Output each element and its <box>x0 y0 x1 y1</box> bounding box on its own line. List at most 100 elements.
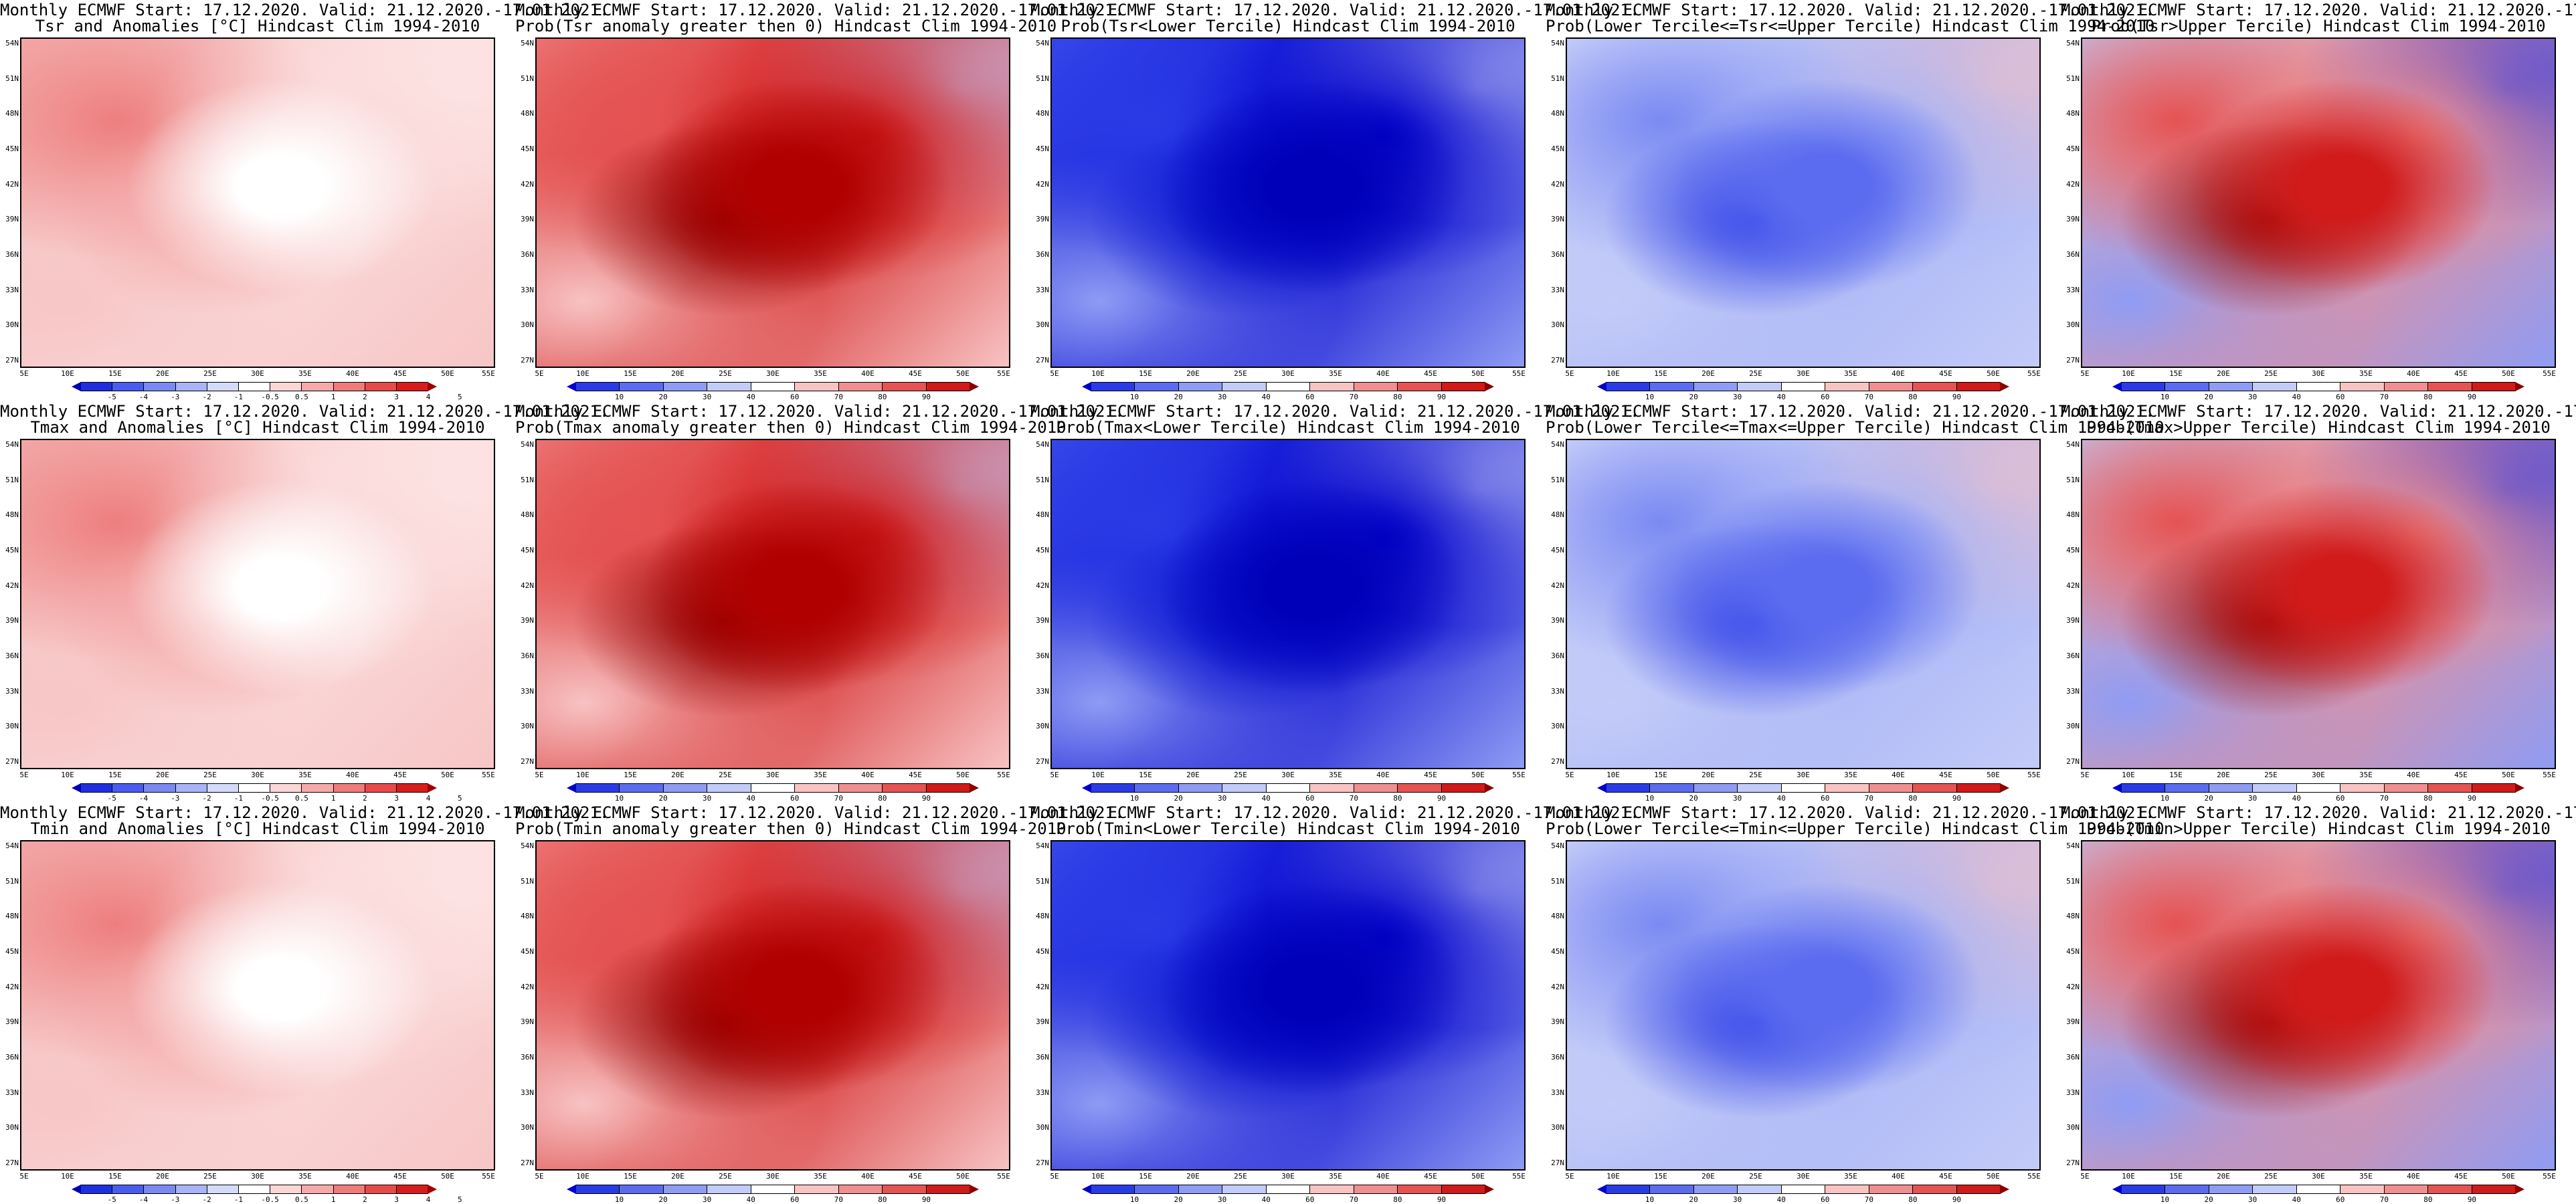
latitude-label: 54N <box>1551 841 1564 850</box>
colorbar-tick-label: 40 <box>1776 794 1786 803</box>
latitude-label: 30N <box>1036 320 1049 330</box>
longitude-label: 10E <box>1091 771 1105 779</box>
colorbar-tick-label: 0.5 <box>294 794 308 803</box>
latitude-label: 27N <box>1551 356 1564 365</box>
latitude-label: 48N <box>1551 912 1564 921</box>
forecast-panel: Monthly ECMWF Start: 17.12.2020. Valid: … <box>0 803 609 1204</box>
longitude-label: 40E <box>346 369 359 378</box>
longitude-label: 55E <box>2027 1172 2041 1181</box>
longitude-label: 20E <box>671 771 684 779</box>
colorbar-tick-label: 70 <box>834 794 843 803</box>
colorbar-tick-label: 3 <box>394 794 399 803</box>
panel-title-forecast-info: Monthly ECMWF Start: 17.12.2020. Valid: … <box>1030 402 1640 421</box>
longitude-label: 50E <box>1987 771 2000 779</box>
colorbar-tick-label: 80 <box>878 794 887 803</box>
colorbar-segment <box>1738 784 1782 792</box>
panel-title-variable: Prob(Tsr<Lower Tercile) Hindcast Clim 19… <box>1061 17 1515 35</box>
colorbar-segment <box>2296 383 2341 391</box>
colorbar-segment <box>576 383 620 391</box>
latitude-label: 42N <box>2066 179 2080 189</box>
colorbar-segment <box>883 1185 927 1193</box>
latitude-label: 39N <box>1551 1017 1564 1027</box>
colorbar-tick-label: 90 <box>921 393 931 401</box>
map-shaded-field <box>1567 39 2039 367</box>
longitude-label: 15E <box>1654 369 1667 378</box>
longitude-label: 45E <box>393 771 407 779</box>
longitude-label: 30E <box>1281 1172 1295 1181</box>
latitude-label: 36N <box>5 1053 19 1062</box>
longitude-label: 20E <box>671 369 684 378</box>
latitude-label: 33N <box>1551 686 1564 696</box>
colorbar-segment <box>1956 784 2000 792</box>
colorbar-segment <box>175 383 207 391</box>
latitude-label: 36N <box>1036 651 1049 660</box>
latitude-label: 33N <box>5 1088 19 1097</box>
latitude-label: 39N <box>5 616 19 625</box>
colorbar-tick-label: 10 <box>1645 794 1655 803</box>
colorbar-segment <box>1825 383 1869 391</box>
longitude-label: 5E <box>1050 369 1059 378</box>
probability-colorbar <box>2112 783 2524 793</box>
latitude-label: 48N <box>521 109 534 118</box>
probability-colorbar <box>1082 783 1494 793</box>
latitude-label: 33N <box>1036 285 1049 294</box>
colorbar-tick-label: 10 <box>2160 794 2170 803</box>
map-shaded-field <box>537 39 1009 367</box>
map-shaded-field <box>21 440 494 768</box>
latitude-label: 33N <box>5 686 19 696</box>
colorbar-tick-label: 30 <box>2248 794 2258 803</box>
panel-title-forecast-info: Monthly ECMWF Start: 17.12.2020. Valid: … <box>1546 1 2155 19</box>
longitude-label: 30E <box>2312 771 2325 779</box>
longitude-label: 5E <box>1565 369 1574 378</box>
longitude-label: 55E <box>2027 369 2041 378</box>
longitude-label: 15E <box>1139 771 1152 779</box>
colorbar-tick-label: 60 <box>790 393 800 401</box>
probability-colorbar <box>567 1185 979 1194</box>
colorbar-tick-label: 40 <box>746 393 755 401</box>
colorbar-segment <box>1091 383 1135 391</box>
colorbar-segment <box>175 1185 207 1193</box>
longitude-label: 30E <box>1281 771 1295 779</box>
forecast-panel: Monthly ECMWF Start: 17.12.2020. Valid: … <box>1546 803 2165 1204</box>
latitude-label: 45N <box>1551 144 1564 153</box>
colorbar-segment <box>1178 784 1223 792</box>
longitude-label: 30E <box>251 1172 264 1181</box>
longitude-label: 40E <box>861 771 875 779</box>
longitude-label: 20E <box>2217 369 2230 378</box>
forecast-panel: Monthly ECMWF Start: 17.12.2020. Valid: … <box>1546 401 2165 803</box>
longitude-label: 50E <box>441 1172 454 1181</box>
colorbar-segment <box>238 383 271 391</box>
colorbar-tick-label: 60 <box>790 794 800 803</box>
colorbar-segment <box>1650 383 1694 391</box>
longitude-label: 40E <box>861 1172 875 1181</box>
latitude-label: 45N <box>1036 144 1049 153</box>
colorbar-segment <box>238 784 271 792</box>
colorbar-tick-label: 90 <box>2467 794 2477 803</box>
longitude-label: 20E <box>1701 369 1715 378</box>
colorbar-segment <box>175 784 207 792</box>
colorbar-tick-label: 80 <box>1393 393 1402 401</box>
panel-title-variable: Prob(Tmin>Upper Tercile) Hindcast Clim 1… <box>2086 819 2551 838</box>
colorbar-tick-label: 60 <box>1305 794 1315 803</box>
colorbar-segment <box>795 784 839 792</box>
colorbar-tick-label: 5 <box>457 1195 462 1204</box>
longitude-label: 20E <box>2217 1172 2230 1181</box>
latitude-label: 45N <box>521 947 534 956</box>
latitude-label: 48N <box>2066 912 2080 921</box>
colorbar-segment <box>207 1185 239 1193</box>
longitude-label: 30E <box>766 1172 779 1181</box>
longitude-label: 10E <box>1091 369 1105 378</box>
latitude-label: 54N <box>2066 440 2080 449</box>
latitude-label: 33N <box>521 285 534 294</box>
colorbar-segment <box>1354 1185 1398 1193</box>
colorbar-tick-label: 20 <box>658 1195 668 1204</box>
colorbar-tick-label: 5 <box>457 393 462 401</box>
longitude-label: 35E <box>1329 1172 1342 1181</box>
longitude-label: 50E <box>956 771 970 779</box>
latitude-label: 30N <box>2066 320 2080 330</box>
panel-title-forecast-info: Monthly ECMWF Start: 17.12.2020. Valid: … <box>515 803 1125 822</box>
colorbar-segment <box>1825 1185 1869 1193</box>
latitude-label: 30N <box>1551 320 1564 330</box>
panel-title-forecast-info: Monthly ECMWF Start: 17.12.2020. Valid: … <box>1030 803 1640 822</box>
latitude-label: 51N <box>521 475 534 484</box>
